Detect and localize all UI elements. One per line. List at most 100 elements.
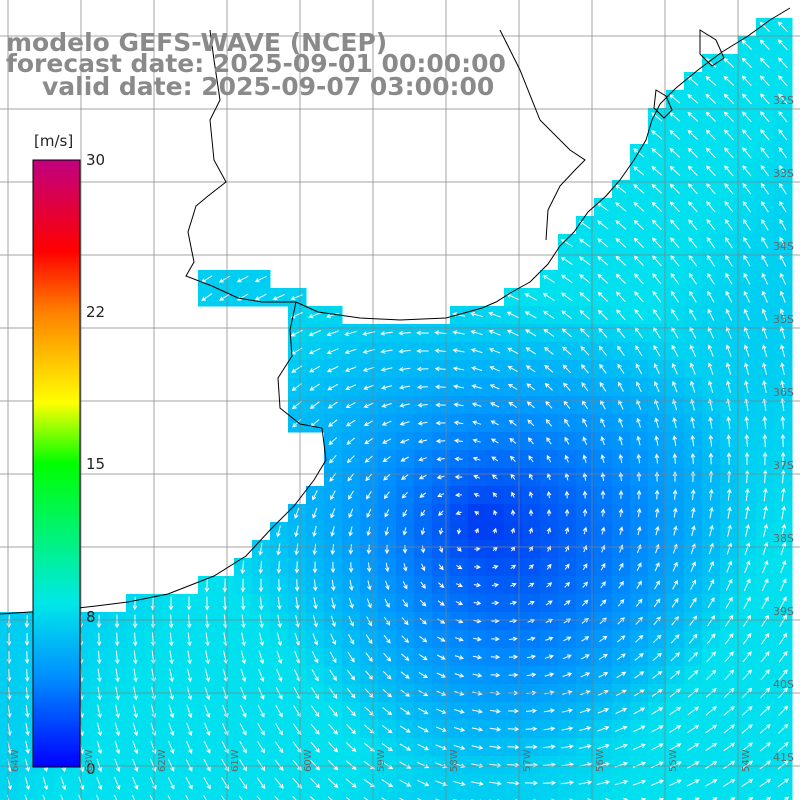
wind-arrow xyxy=(741,57,752,68)
wind-arrow xyxy=(507,726,520,732)
wind-arrow xyxy=(489,781,502,786)
wind-arrow xyxy=(688,633,698,644)
wind-speed-cell xyxy=(774,792,793,800)
wind-arrow xyxy=(762,415,768,430)
wind-speed-cell xyxy=(720,792,739,800)
wind-arrow xyxy=(672,435,678,446)
wind-arrow xyxy=(328,437,338,446)
wind-arrow xyxy=(436,456,445,462)
wind-arrow xyxy=(329,651,337,664)
wind-arrow xyxy=(636,562,642,572)
wind-arrow xyxy=(654,381,660,393)
wind-arrow xyxy=(402,545,408,554)
wind-speed-cell xyxy=(468,792,487,800)
wind-arrow xyxy=(294,543,299,556)
wind-arrow xyxy=(742,651,752,663)
wind-arrow xyxy=(742,111,752,123)
wind-arrow xyxy=(778,165,787,177)
wind-arrow xyxy=(24,668,30,683)
lat-label: 38S xyxy=(773,532,794,545)
wind-arrow xyxy=(618,435,623,446)
wind-arrow xyxy=(597,238,609,248)
wind-arrow xyxy=(364,437,374,445)
wind-arrow xyxy=(345,760,357,770)
wind-arrow xyxy=(579,309,591,320)
wind-arrow xyxy=(705,93,717,104)
wind-arrow xyxy=(564,526,570,535)
wind-arrow xyxy=(651,112,663,122)
wind-arrow xyxy=(744,451,750,465)
wind-arrow xyxy=(741,93,752,105)
wind-arrow xyxy=(726,560,733,573)
wind-arrow xyxy=(330,561,336,574)
wind-speed-cell xyxy=(18,792,37,800)
wind-arrow xyxy=(706,219,716,231)
wind-arrow xyxy=(762,560,769,574)
wind-arrow xyxy=(436,672,447,678)
wind-arrow xyxy=(453,420,464,426)
wind-arrow xyxy=(652,634,662,644)
wind-arrow xyxy=(399,743,412,751)
wind-arrow xyxy=(690,380,696,393)
wind-arrow xyxy=(327,383,339,391)
wind-arrow xyxy=(670,255,680,267)
wind-arrow xyxy=(543,328,555,337)
wind-arrow xyxy=(312,525,317,537)
wind-arrow xyxy=(564,454,570,463)
wind-arrow xyxy=(689,362,696,375)
wind-arrow xyxy=(348,508,354,519)
wind-arrow xyxy=(745,505,750,520)
wind-arrow xyxy=(527,600,535,606)
wind-speed-cell xyxy=(324,792,343,800)
wind-arrow xyxy=(779,272,786,285)
wind-arrow xyxy=(780,469,786,484)
wind-arrow xyxy=(545,418,553,427)
wind-arrow xyxy=(761,308,768,321)
wind-arrow xyxy=(564,490,570,499)
wind-arrow xyxy=(779,200,787,213)
wind-arrow xyxy=(546,454,552,463)
wind-arrow xyxy=(654,580,660,590)
wind-speed-cell xyxy=(0,792,19,800)
wind-arrow xyxy=(743,614,752,627)
wind-arrow xyxy=(582,508,588,517)
wind-arrow xyxy=(582,436,588,445)
wind-arrow xyxy=(312,615,318,628)
wind-arrow xyxy=(222,578,228,593)
wind-arrow xyxy=(402,527,408,536)
wind-arrow xyxy=(759,39,770,50)
wind-arrow xyxy=(437,636,446,642)
colorbar-gradient xyxy=(32,159,81,768)
wind-arrow xyxy=(743,578,751,592)
wind-arrow xyxy=(345,778,357,788)
wind-arrow xyxy=(203,740,211,754)
wind-arrow xyxy=(60,794,64,800)
wind-arrow xyxy=(633,237,644,248)
wind-arrow xyxy=(489,366,501,372)
wind-arrow xyxy=(650,743,664,751)
wind-arrow xyxy=(524,780,539,786)
wind-arrow xyxy=(384,562,390,573)
wind-arrow xyxy=(402,599,408,608)
wind-arrow xyxy=(204,704,211,719)
wind-arrow xyxy=(96,668,102,683)
valid-date: valid date: 2025-09-07 03:00:00 xyxy=(42,72,495,101)
wind-arrow xyxy=(578,256,591,266)
wind-arrow xyxy=(96,758,103,773)
wind-speed-cell xyxy=(198,792,217,800)
wind-arrow xyxy=(745,487,750,502)
wind-arrow xyxy=(743,272,751,285)
wind-arrow xyxy=(438,510,444,516)
wind-arrow xyxy=(671,308,679,321)
wind-speed-cell xyxy=(144,792,163,800)
wind-arrow xyxy=(672,489,678,500)
wind-arrow xyxy=(272,294,285,301)
wind-arrow xyxy=(254,293,267,301)
wind-arrow xyxy=(564,436,570,445)
wind-arrow xyxy=(562,364,572,374)
wind-arrow xyxy=(382,670,392,680)
wind-arrow xyxy=(617,635,626,643)
wind-arrow xyxy=(651,725,664,733)
colorbar-tick-0: 0 xyxy=(86,760,96,778)
